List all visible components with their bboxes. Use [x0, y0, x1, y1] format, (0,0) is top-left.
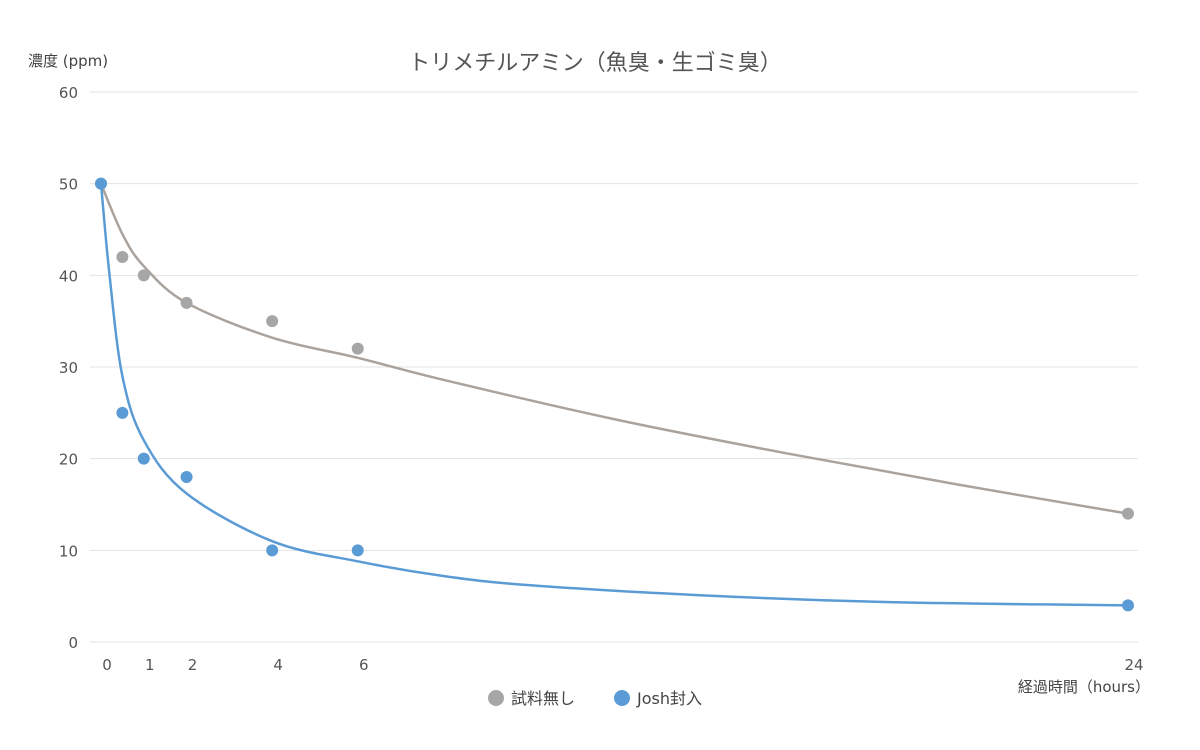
y-tick-label-30: 30: [59, 359, 78, 377]
data-points: [95, 177, 1134, 612]
data-point-series-0-6: [1122, 507, 1134, 520]
x-tick-label-24: 24: [1124, 656, 1143, 674]
data-point-series-1-4: [266, 544, 279, 557]
data-point-series-1-0: [95, 177, 107, 190]
trend-curve-series-0: [99, 183, 1129, 515]
data-point-series-0-1: [116, 251, 129, 263]
legend-label-0: 試料無し: [511, 689, 575, 708]
data-point-series-1-2: [137, 452, 150, 465]
x-axis-label: 経過時間（hours）: [1018, 678, 1150, 696]
data-point-series-0-5: [351, 342, 364, 355]
x-tick-label-2: 2: [188, 656, 198, 674]
y-tick-label-50: 50: [59, 176, 78, 194]
data-point-series-1-5: [351, 544, 364, 557]
data-point-series-0-4: [266, 315, 279, 328]
data-point-series-1-6: [1122, 599, 1134, 612]
y-tick-label-20: 20: [59, 451, 78, 469]
legend-marker-0: [488, 690, 504, 706]
x-tick-label-0: 0: [102, 656, 112, 674]
y-tick-label-0: 0: [68, 634, 78, 652]
trend-curves: [99, 183, 1129, 607]
legend-label-1: Josh封入: [636, 689, 702, 708]
grid: [90, 91, 1138, 643]
data-point-series-1-1: [116, 406, 129, 419]
y-axis-label: 濃度 (ppm): [28, 52, 108, 70]
chart-title: トリメチルアミン（魚臭・生ゴミ臭）: [408, 51, 782, 76]
y-tick-label-60: 60: [59, 84, 78, 102]
y-ticks: 0 10 20 30 40 50 60: [59, 84, 78, 652]
legend: 試料無し Josh封入: [488, 689, 702, 708]
x-ticks: 0 1 2 4 6 24: [102, 656, 1143, 674]
legend-marker-1: [614, 690, 630, 706]
data-point-series-1-3: [180, 471, 193, 483]
trend-curve-series-1: [99, 183, 1129, 607]
data-point-series-0-3: [180, 296, 193, 309]
x-tick-label-6: 6: [359, 656, 369, 674]
y-tick-label-40: 40: [59, 267, 78, 285]
x-tick-label-1: 1: [145, 656, 155, 674]
data-point-series-0-2: [137, 269, 150, 282]
x-tick-label-4: 4: [273, 656, 283, 674]
y-tick-label-10: 10: [59, 542, 78, 560]
